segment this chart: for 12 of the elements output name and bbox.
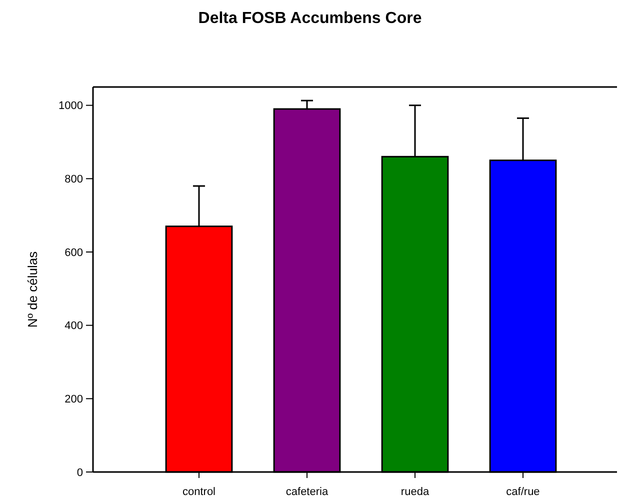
x-tick-label: rueda xyxy=(400,486,430,498)
x-tick-label: caf/rue xyxy=(506,486,540,498)
y-axis-title: Nº de células xyxy=(25,250,40,328)
y-tick-label: 0 xyxy=(76,466,83,479)
y-tick-label: 400 xyxy=(64,320,83,332)
x-tick-label: control xyxy=(182,486,216,498)
x-tick-label: cafeteria xyxy=(286,486,329,498)
y-tick-label: 800 xyxy=(64,174,83,186)
y-tick-label: 600 xyxy=(64,246,83,259)
y-tick-label: 200 xyxy=(64,394,83,406)
y-tick-label: 1000 xyxy=(58,100,83,112)
chart-title: Delta FOSB Accumbens Core xyxy=(198,10,422,27)
